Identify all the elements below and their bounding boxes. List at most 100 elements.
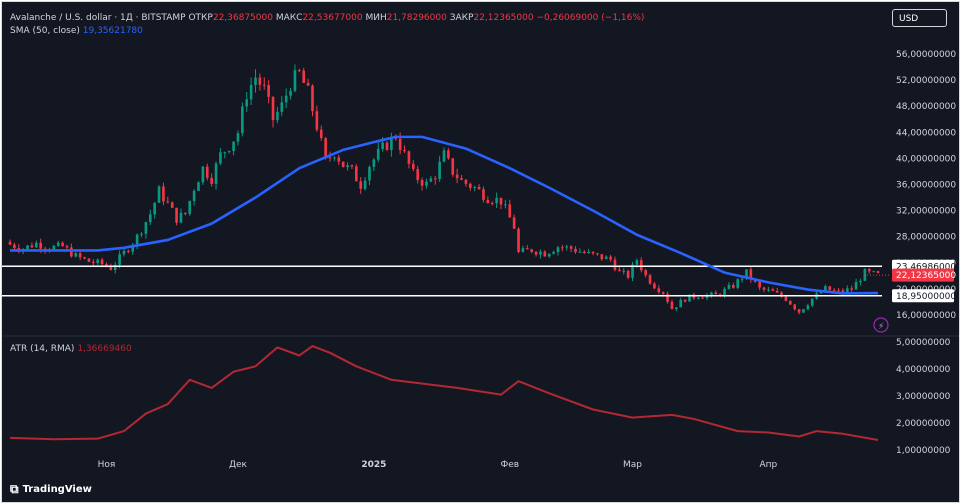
candle-body xyxy=(416,169,420,180)
atr-legend[interactable]: ATR (14, RMA) 1,36669460 xyxy=(10,343,132,355)
candle-body xyxy=(227,151,231,153)
candle-body xyxy=(359,181,363,189)
price-axis-label: 16,00000000 xyxy=(896,311,956,321)
candle-body xyxy=(245,99,249,107)
candle-body xyxy=(175,207,178,223)
candle-body xyxy=(569,246,573,249)
candle-body xyxy=(52,245,56,251)
candle-body xyxy=(850,288,854,290)
candle-body xyxy=(315,111,319,130)
symbol-header: Avalanche / U.S. dollar · 1Д · BITSTAMP … xyxy=(10,12,644,24)
candle-body xyxy=(324,138,327,158)
candle-body xyxy=(604,256,608,260)
candle-body xyxy=(319,129,323,139)
candle-body xyxy=(767,289,770,291)
candle-body xyxy=(179,212,183,223)
candle-body xyxy=(578,251,582,253)
candle-body xyxy=(819,292,823,294)
candle-body xyxy=(372,159,376,167)
candle-body xyxy=(539,251,542,255)
candle-body xyxy=(39,242,43,249)
candle-body xyxy=(398,138,402,151)
candle-body xyxy=(442,150,446,162)
time-axis-label: Мар xyxy=(623,460,642,470)
upper-price-tag-text: 23,46986000 xyxy=(896,262,956,272)
sma-legend[interactable]: SMA (50, close) 19,35621780 xyxy=(10,25,143,37)
candle-body xyxy=(201,166,205,183)
candle-body xyxy=(122,250,126,255)
currency-button[interactable]: USD xyxy=(892,9,947,27)
candle-body xyxy=(832,290,836,292)
candle-body xyxy=(293,70,297,91)
candle-body xyxy=(197,182,200,191)
candle-body xyxy=(219,152,222,164)
candle-body xyxy=(683,299,687,302)
time-axis-label: Апр xyxy=(760,460,778,470)
candle-body xyxy=(411,163,415,170)
time-axis-label: Ноя xyxy=(98,460,116,470)
candle-body xyxy=(192,190,196,201)
candle-body xyxy=(517,228,520,252)
candle-body xyxy=(447,150,450,159)
candle-body xyxy=(337,157,341,162)
atr-value: 1,36669460 xyxy=(77,344,132,354)
low-label: МИН xyxy=(365,13,387,23)
candle-body xyxy=(96,259,99,264)
tradingview-brand[interactable]: ⧉ TradingView xyxy=(10,482,92,497)
candle-body xyxy=(701,297,704,299)
candle-body xyxy=(552,251,555,254)
price-axis-label: 28,00000000 xyxy=(896,233,956,243)
price-axis-label: 48,00000000 xyxy=(896,102,956,112)
candle-body xyxy=(188,200,192,214)
candle-body xyxy=(600,254,604,260)
change-value: −0,26069000 (−1,16%) xyxy=(536,13,645,23)
candle-body xyxy=(262,84,266,86)
candle-body xyxy=(762,287,766,290)
candle-body xyxy=(504,204,507,206)
candle-body xyxy=(688,294,691,302)
open-value: 22,36875000 xyxy=(212,13,273,23)
candle-body xyxy=(425,181,428,186)
candle-body xyxy=(784,296,788,301)
candle-body xyxy=(13,244,16,249)
candle-body xyxy=(433,178,437,180)
candle-body xyxy=(276,111,279,121)
candle-body xyxy=(460,178,463,180)
candle-body xyxy=(153,202,156,215)
candle-body xyxy=(455,174,459,179)
candle-body xyxy=(232,141,235,152)
candle-body xyxy=(771,289,775,291)
candle-body xyxy=(618,269,621,272)
candle-body xyxy=(74,253,78,257)
candle-body xyxy=(644,270,647,276)
candle-body xyxy=(267,85,270,97)
sma-value: 19,35621780 xyxy=(82,26,143,36)
candle-body xyxy=(381,142,384,149)
candle-body xyxy=(249,85,253,100)
candle-body xyxy=(802,309,805,313)
last-price-tag-text: 22,12365000 xyxy=(896,271,956,281)
candle-body xyxy=(477,186,481,190)
candle-body xyxy=(854,282,858,290)
time-axis-label: 2025 xyxy=(361,460,386,470)
lower-price-tag-text: 18,95000000 xyxy=(896,292,956,302)
candle-body xyxy=(127,250,130,252)
candle-body xyxy=(626,270,630,278)
candle-body xyxy=(144,222,148,234)
candle-body xyxy=(482,189,485,200)
candle-body xyxy=(148,214,152,223)
candle-body xyxy=(26,245,29,250)
low-value: 21,78296000 xyxy=(386,13,447,23)
candle-body xyxy=(390,136,393,150)
candle-body xyxy=(718,294,722,296)
candle-body xyxy=(530,249,533,252)
candle-body xyxy=(473,186,477,188)
candle-body xyxy=(87,258,91,262)
candle-body xyxy=(78,253,82,258)
candle-body xyxy=(298,70,301,72)
candle-body xyxy=(670,301,674,310)
candle-body xyxy=(872,271,875,273)
candle-body xyxy=(841,290,845,293)
candle-body xyxy=(65,246,69,248)
